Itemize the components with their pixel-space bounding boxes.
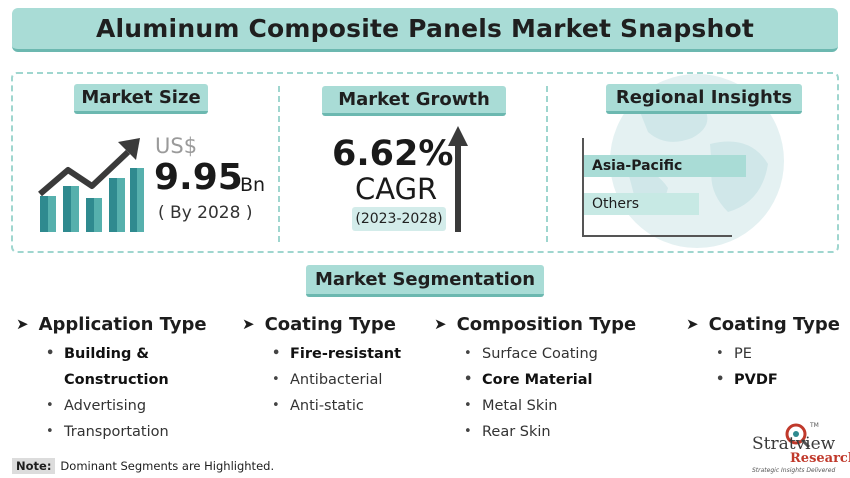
segment-list: Surface CoatingCore MaterialMetal SkinRe… [462,341,636,445]
segment-item: Core Material [462,367,636,393]
segment-item: Rear Skin [462,419,636,445]
segment-column: ➤ Application Type Building & Construction A… [16,312,207,446]
segment-item: Surface Coating [462,341,636,367]
section-divider [278,86,280,242]
segment-list: PEPVDF [714,341,840,393]
market-size-value: 9.95 [154,157,243,198]
snapshot-panel [11,72,839,253]
regional-insights-label: Regional Insights [606,84,802,114]
currency-label: US$ [155,134,198,158]
segment-list: Building & Construction AdvertisingTranspo… [44,341,207,445]
segment-column: ➤ Coating Type Fire-resistantAntibacterial… [242,312,401,420]
growth-bar-chart-icon [38,138,144,232]
icon-trend-line [38,149,131,197]
segment-list: Fire-resistantAntibacterialAnti-static [270,341,401,419]
segment-column: ➤ Coating Type PEPVDF [686,312,840,394]
regional-bar-label: Others [592,196,640,212]
chart-axis-y [582,138,584,236]
note-label: Note: [12,458,56,474]
segment-heading: ➤ Coating Type [686,312,840,336]
up-arrow-icon [448,126,468,232]
chart-axis-x [582,235,732,237]
logo-sub: Research [790,451,850,466]
regional-bar-asia-pacific: Asia-Pacific [584,155,746,177]
segment-item: Transportation [44,419,207,445]
segment-item: Building & [44,341,207,367]
icon-bar [86,198,94,232]
market-growth-label: Market Growth [322,86,506,116]
market-size-label: Market Size [74,84,208,114]
segment-heading: ➤ Coating Type [242,312,401,336]
segment-heading-text: Application Type [38,313,207,335]
icon-bar [40,196,48,232]
icon-bar [63,186,71,232]
logo-tagline: Strategic Insights Delivered [752,467,836,474]
arrow-bullet-icon: ➤ [16,315,29,333]
segment-heading: ➤ Composition Type [434,312,636,336]
logo-tm: TM [810,422,819,429]
segment-item: Construction [64,372,169,388]
market-size-unit: Bn [240,174,266,196]
arrow-bullet-icon: ➤ [686,315,699,333]
note-text: Dominant Segments are Highlighted. [60,459,275,473]
icon-bar [109,178,117,232]
segment-item: Metal Skin [462,393,636,419]
icon-trend-arrowhead [118,138,140,160]
icon-bar [130,168,137,232]
market-size-year: ( By 2028 ) [158,203,253,223]
segment-item: Fire-resistant [270,341,401,367]
segment-item: Advertising [44,393,207,419]
page-title: Aluminum Composite Panels Market Snapsho… [12,8,838,52]
segment-heading-text: Composition Type [456,313,637,335]
stratview-logo: TM Stratview Research Strategic Insights… [744,422,850,476]
segment-heading-text: Coating Type [264,313,397,335]
segment-item: PVDF [714,367,840,393]
cagr-period: (2023-2028) [352,207,446,231]
regional-bar-others: Others [584,193,699,215]
segment-heading-text: Coating Type [708,313,841,335]
segment-item: Antibacterial [270,367,401,393]
logo-magnifier-icon [785,423,811,448]
cagr-value: 6.62% [332,134,454,174]
arrow-bullet-icon: ➤ [242,315,255,333]
section-divider [546,86,548,242]
segment-column: ➤ Composition Type Surface CoatingCore Mat… [434,312,636,446]
regional-bar-label: Asia-Pacific [592,158,683,174]
arrow-bullet-icon: ➤ [434,315,447,333]
cagr-label: CAGR [355,172,438,206]
market-segmentation-label: Market Segmentation [306,265,544,297]
footnote: Note: Dominant Segments are Highlighted. [12,458,274,474]
logo-brand: Stratview [752,434,836,454]
segment-item: PE [714,341,840,367]
segment-heading: ➤ Application Type [16,312,207,336]
segment-item: Anti-static [270,393,401,419]
